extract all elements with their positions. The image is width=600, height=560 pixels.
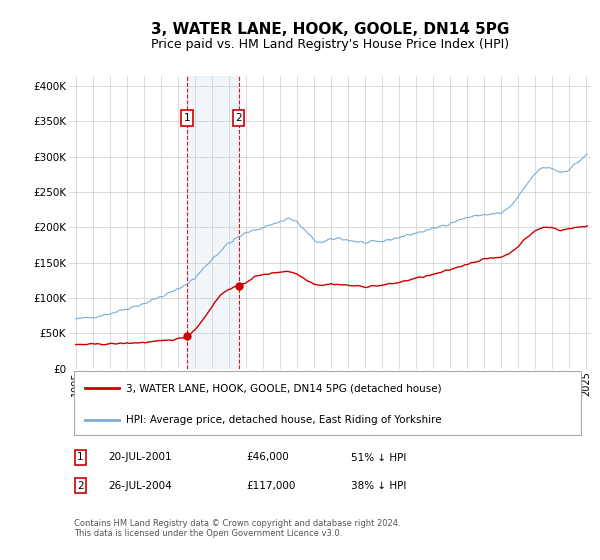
Text: Price paid vs. HM Land Registry's House Price Index (HPI): Price paid vs. HM Land Registry's House … [151,38,509,51]
Bar [187,76,239,368]
Text: £117,000: £117,000 [247,480,296,491]
Text: 38% ↓ HPI: 38% ↓ HPI [351,480,406,491]
Text: 3, WATER LANE, HOOK, GOOLE, DN14 5PG: 3, WATER LANE, HOOK, GOOLE, DN14 5PG [151,22,509,38]
Text: 1: 1 [184,113,190,123]
Text: 1: 1 [77,452,84,463]
Text: 2: 2 [235,113,242,123]
Text: HPI: Average price, detached house, East Riding of Yorkshire: HPI: Average price, detached house, East… [127,415,442,425]
Text: £46,000: £46,000 [247,452,289,463]
Text: Contains HM Land Registry data © Crown copyright and database right 2024.
This d: Contains HM Land Registry data © Crown c… [74,519,401,538]
Text: 2: 2 [77,480,84,491]
Text: 3, WATER LANE, HOOK, GOOLE, DN14 5PG (detached house): 3, WATER LANE, HOOK, GOOLE, DN14 5PG (de… [127,383,442,393]
Text: 26-JUL-2004: 26-JUL-2004 [108,480,172,491]
Text: 51% ↓ HPI: 51% ↓ HPI [351,452,406,463]
FancyBboxPatch shape [74,371,581,435]
Text: 20-JUL-2001: 20-JUL-2001 [108,452,172,463]
